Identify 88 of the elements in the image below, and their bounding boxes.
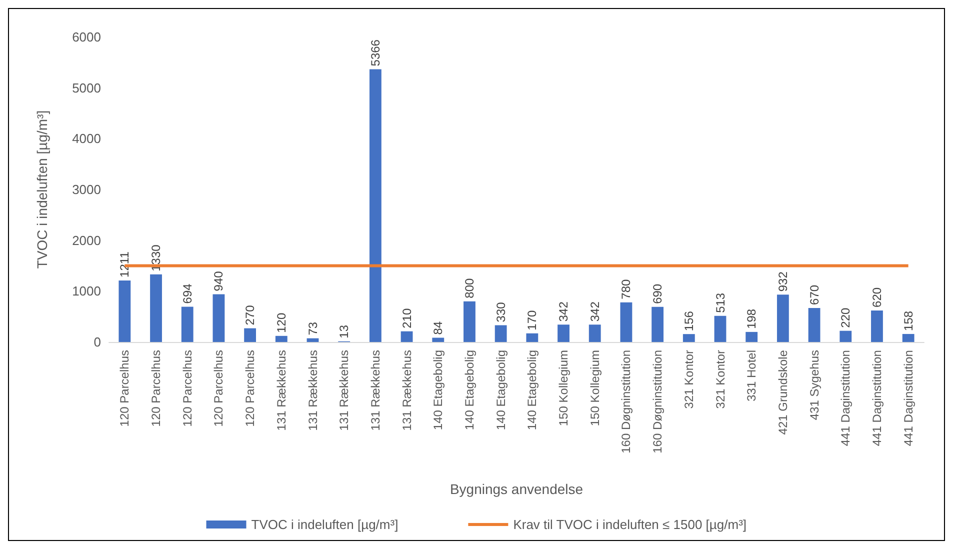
x-tick-label: 131 Rækkehus — [306, 350, 320, 431]
x-tick-label: 441 Daginstitution — [838, 350, 853, 446]
x-tick-label: 140 Etagebolig — [494, 350, 508, 430]
data-label: 694 — [180, 283, 194, 304]
data-label: 513 — [713, 292, 728, 313]
bar — [306, 338, 319, 342]
data-label: 330 — [494, 302, 508, 322]
bar — [588, 324, 601, 342]
x-tick-label: 321 Kontor — [713, 350, 728, 409]
bar — [776, 294, 789, 342]
bar — [682, 334, 695, 342]
data-label: 670 — [807, 284, 822, 305]
bar — [432, 338, 444, 342]
y-tick-label: 3000 — [72, 182, 101, 197]
y-tick-label: 4000 — [72, 131, 101, 146]
x-axis-title: Bygnings anvendelse — [450, 481, 584, 497]
x-tick-label: 120 Parcelhus — [243, 350, 258, 427]
data-label: 73 — [306, 322, 320, 336]
data-label: 13 — [337, 324, 352, 338]
bar — [808, 308, 820, 342]
data-label: 198 — [744, 308, 759, 329]
data-label: 342 — [556, 301, 571, 322]
x-tick-label: 441 Daginstitution — [901, 350, 916, 446]
bar — [150, 274, 162, 342]
data-label: 940 — [212, 270, 226, 292]
x-tick-label: 120 Parcelhus — [180, 350, 194, 427]
bar — [526, 333, 538, 342]
bar — [244, 328, 256, 342]
bar — [212, 294, 225, 342]
x-tick-label: 120 Parcelhus — [212, 350, 226, 427]
data-label: 780 — [619, 279, 634, 300]
x-tick-label: 150 Kollegium — [588, 350, 602, 426]
y-tick-label: 0 — [94, 334, 101, 350]
x-tick-label: 131 Rækkehus — [400, 350, 414, 431]
bar — [746, 332, 758, 342]
legend-label: Krav til TVOC i indeluften ≤ 1500 [µg/m³] — [513, 517, 747, 532]
data-label: 800 — [462, 278, 476, 298]
x-tick-label: 140 Etagebolig — [462, 350, 476, 430]
bar — [275, 336, 288, 342]
data-label: 84 — [431, 321, 446, 335]
x-tick-label: 331 Hotel — [744, 350, 759, 402]
data-label: 210 — [400, 308, 414, 328]
data-label: 1330 — [149, 244, 164, 272]
bar — [464, 301, 476, 342]
data-label: 342 — [588, 301, 602, 322]
y-axis-title: TVOC i indeluften [µg/m³] — [34, 110, 50, 269]
x-tick-label: 321 Kontor — [682, 350, 696, 409]
x-tick-label: 421 Grundskole — [776, 350, 790, 435]
bar — [840, 330, 852, 342]
data-label: 170 — [525, 310, 540, 330]
bar — [652, 306, 664, 342]
x-tick-label: 131 Rækkehus — [274, 350, 288, 431]
data-label: 158 — [901, 310, 916, 331]
bar — [369, 69, 382, 342]
data-label: 5366 — [368, 39, 382, 66]
x-tick-label: 431 Sygehus — [807, 350, 822, 420]
data-label: 270 — [243, 304, 258, 326]
data-label: 1211 — [118, 251, 132, 278]
data-label: 156 — [682, 310, 696, 332]
data-label: 932 — [776, 271, 790, 292]
y-tick-label: 1000 — [72, 284, 101, 299]
x-tick-label: 131 Rækkehus — [337, 350, 352, 431]
bar — [494, 325, 507, 342]
x-tick-label: 131 Rækkehus — [368, 350, 382, 431]
bar — [871, 310, 883, 342]
legend-label: TVOC i indeluften [µg/m³] — [251, 517, 398, 532]
bar — [902, 334, 914, 342]
x-tick-label: 150 Kollegium — [556, 350, 571, 426]
bar — [181, 306, 194, 342]
bar — [400, 331, 413, 342]
x-tick-label: 120 Parcelhus — [118, 350, 132, 427]
data-label: 690 — [650, 284, 665, 304]
x-tick-label: 140 Etagebolig — [525, 350, 540, 430]
data-label: 620 — [870, 287, 884, 308]
y-tick-label: 6000 — [72, 30, 101, 44]
data-label: 120 — [274, 312, 288, 333]
x-tick-label: 120 Parcelhus — [149, 350, 164, 427]
bar — [118, 280, 131, 342]
y-tick-label: 5000 — [72, 80, 101, 96]
bar — [620, 302, 632, 342]
x-tick-label: 160 Døgninstitution — [619, 350, 634, 454]
x-tick-label: 441 Daginstitution — [870, 350, 884, 446]
x-tick-label: 160 Døgninstitution — [650, 350, 665, 454]
data-label: 220 — [838, 307, 853, 328]
bar — [714, 316, 726, 342]
x-tick-label: 140 Etagebolig — [431, 350, 446, 430]
y-tick-label: 2000 — [72, 232, 101, 248]
bar — [558, 324, 570, 342]
